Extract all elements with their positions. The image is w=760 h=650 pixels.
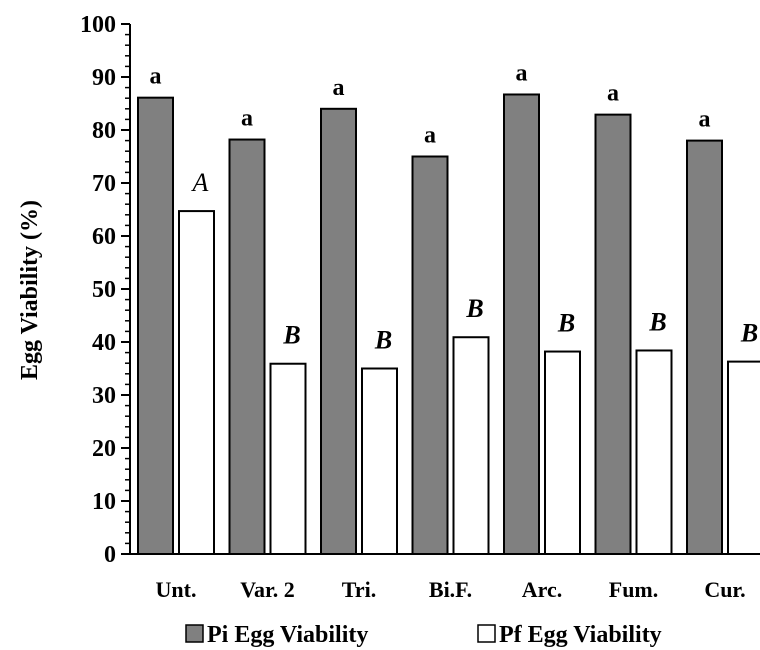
significance-label-pf-6: B <box>740 319 758 348</box>
bar-pf-3 <box>452 336 490 556</box>
y-tick-label: 90 <box>92 65 116 91</box>
x-tick-label: Bi.F. <box>429 577 472 602</box>
significance-label-pf-3: B <box>465 294 483 323</box>
x-tick-label: Unt. <box>156 577 197 602</box>
significance-label-pf-4: B <box>557 309 575 338</box>
bar-pi-5 <box>594 113 632 555</box>
y-tick-label: 60 <box>92 224 116 250</box>
x-tick-label: Var. 2 <box>240 577 295 602</box>
significance-label-pi-4: a <box>516 60 528 86</box>
bar-pf-1 <box>269 362 307 556</box>
significance-label-pi-1: a <box>241 106 253 132</box>
x-tick-label: Arc. <box>522 577 563 602</box>
x-tick-label: Tri. <box>342 577 376 602</box>
y-tick-label: 80 <box>92 118 116 144</box>
legend-label-pi: Pi Egg Viability <box>207 622 368 648</box>
significance-label-pi-2: a <box>333 75 345 101</box>
x-tick-label: Fum. <box>609 577 659 602</box>
y-tick-label: 30 <box>92 383 116 409</box>
bar-pf-2 <box>361 367 398 555</box>
significance-label-pi-0: a <box>150 64 162 90</box>
significance-label-pi-6: a <box>699 107 711 133</box>
y-tick-label: 50 <box>92 277 116 303</box>
legend-label-pf: Pf Egg Viability <box>499 622 662 648</box>
bar-pi-3 <box>411 155 449 555</box>
significance-label-pf-2: B <box>374 326 392 355</box>
bar-pi-4 <box>503 93 540 556</box>
x-tick-label: Cur. <box>704 577 745 602</box>
y-tick-label: 20 <box>92 436 116 462</box>
bar-pf-4 <box>544 350 581 556</box>
significance-labels-group: a Aa Ba Ba Ba Ba Ba B <box>150 60 759 354</box>
significance-label-pi-3: a <box>424 123 436 149</box>
significance-label-pf-1: B <box>282 321 300 350</box>
legend-swatch-pf <box>477 624 496 643</box>
bar-pf-6 <box>727 360 760 555</box>
y-tick-label: 40 <box>92 330 116 356</box>
bar-pf-0 <box>178 210 215 555</box>
y-axis-title: Egg Viability (%) <box>17 200 43 380</box>
bar-pi-6 <box>686 139 723 555</box>
significance-label-pf-5: B <box>648 307 666 336</box>
bars-group <box>137 93 760 556</box>
legend-swatch-pi <box>185 624 204 643</box>
bar-pi-2 <box>320 107 357 556</box>
bar-pi-0 <box>137 96 174 555</box>
bar-pf-5 <box>635 349 673 556</box>
significance-label-pf-0: A <box>191 168 209 197</box>
y-tick-label: 0 <box>104 542 116 568</box>
y-axis-title-group: Egg Viability (%) <box>17 200 43 380</box>
bar-pi-1 <box>228 138 266 555</box>
legend: Pi Egg Viability Pf Egg Viability <box>185 622 662 648</box>
x-tick-labels-group: Unt. Var. 2 Tri. Bi.F. Arc. Fum. Cur. <box>156 577 746 602</box>
significance-label-pi-5: a <box>607 81 619 107</box>
y-tick-label: 70 <box>92 171 116 197</box>
y-tick-label: 100 <box>80 12 116 38</box>
y-tick-label: 10 <box>92 489 116 515</box>
